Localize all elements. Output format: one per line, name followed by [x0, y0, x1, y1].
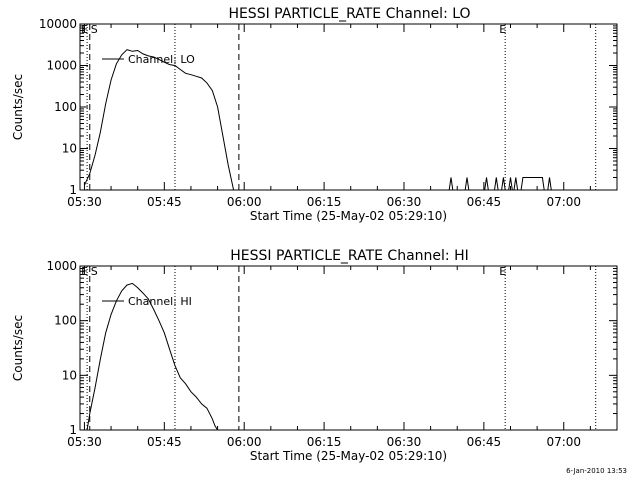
x-axis-label: Start Time (25-May-02 05:29:10) [250, 209, 447, 223]
footer-date: 6-Jan-2010 13:53 [566, 467, 627, 475]
x-tick-label: 05:30 [67, 435, 102, 449]
y-tick-label: 1 [69, 183, 77, 197]
event-marker-label: S [91, 265, 98, 278]
legend-label: Channel: LO [128, 53, 195, 66]
chart-title: HESSI PARTICLE_RATE Channel: LO [228, 6, 470, 22]
y-tick-label: 10 [62, 142, 77, 156]
y-tick-label: 100 [54, 100, 77, 114]
series-line-1 [86, 282, 219, 431]
x-tick-label: 06:30 [387, 435, 422, 449]
x-tick-label: 06:45 [467, 435, 502, 449]
event-marker-label: E [81, 23, 88, 36]
chart-title: HESSI PARTICLE_RATE Channel: HI [230, 248, 468, 264]
y-axis-label: Counts/sec [11, 315, 25, 381]
series-line-2 [448, 177, 552, 191]
y-tick-label: 10000 [39, 17, 77, 31]
x-tick-label: 05:45 [147, 435, 182, 449]
plot-frame [79, 265, 618, 431]
x-tick-label: 05:45 [147, 195, 182, 209]
event-marker-label: S [91, 23, 98, 36]
panel-1: HESSI PARTICLE_RATE Channel: LO 1 10 100 100… [11, 6, 618, 223]
x-tick-label: 05:30 [67, 195, 102, 209]
legend-label: Channel: HI [128, 295, 192, 308]
x-tick-label: 06:00 [227, 195, 262, 209]
panel-2: HESSI PARTICLE_RATE Channel: HI 1 10 100 100… [11, 248, 618, 463]
y-tick-label: 1000 [46, 59, 77, 73]
plot-frame [79, 23, 618, 191]
y-tick-label: 1 [69, 423, 77, 437]
x-tick-label: 06:00 [227, 435, 262, 449]
event-marker-label: E [81, 265, 88, 278]
y-tick-label: 10 [62, 368, 77, 382]
event-marker-label: E [499, 265, 506, 278]
x-tick-label: 06:45 [467, 195, 502, 209]
x-tick-label: 06:30 [387, 195, 422, 209]
x-tick-label: 07:00 [546, 435, 581, 449]
series-line-1 [83, 49, 235, 191]
event-marker-label: E [499, 23, 506, 36]
y-tick-label: 100 [54, 314, 77, 328]
x-axis-label: Start Time (25-May-02 05:29:10) [250, 449, 447, 463]
x-tick-label: 06:15 [307, 435, 342, 449]
x-tick-label: 06:15 [307, 195, 342, 209]
y-axis-label: Counts/sec [11, 74, 25, 140]
x-tick-label: 07:00 [546, 195, 581, 209]
y-tick-label: 1000 [46, 259, 77, 273]
